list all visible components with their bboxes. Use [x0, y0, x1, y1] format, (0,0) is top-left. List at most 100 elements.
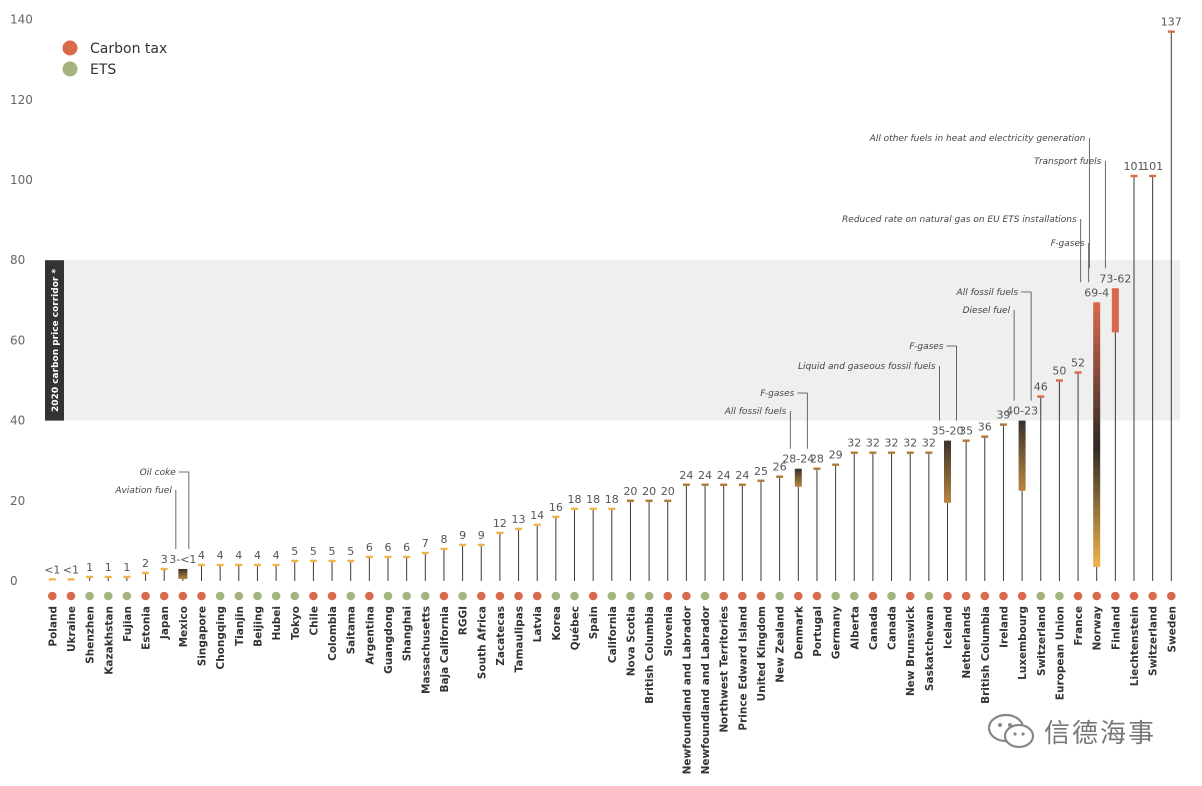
bar-marker-prince-edward-island — [738, 483, 746, 486]
category-label-switzerland: Switzerland — [1148, 606, 1160, 676]
value-label-poland: <1 — [44, 563, 60, 576]
type-dot-ets — [122, 591, 132, 601]
category-label-colombia: Colombia — [327, 606, 339, 661]
category-label-chongqing: Chongqing — [215, 606, 227, 670]
annotation-all-other-fuels-in-heat-and-electricity-generation: All other fuels in heat and electricity … — [869, 134, 1086, 144]
type-dot-carbon-tax — [719, 591, 728, 601]
value-label-united-kingdom: 25 — [754, 465, 768, 478]
type-dot-ets — [831, 591, 840, 601]
value-label-mexico: 3-<1 — [169, 553, 196, 566]
value-label-germany: 29 — [829, 449, 843, 462]
type-dot-carbon-tax — [738, 591, 747, 601]
bar-range-iceland — [944, 440, 951, 503]
type-dot-carbon-tax — [178, 591, 188, 601]
annotation-f-gases: F-gases — [1051, 239, 1085, 249]
bar-marker-saskatchewan — [925, 451, 933, 454]
value-label-switzerland: 46 — [1034, 381, 1048, 394]
type-dot-ets — [700, 591, 710, 601]
category-label-rggi: RGGI — [458, 606, 470, 635]
category-label-shenzhen: Shenzhen — [85, 606, 97, 664]
bar-marker-spain — [589, 507, 597, 511]
value-label-qu-bec: 18 — [568, 493, 582, 506]
category-label-alberta: Alberta — [849, 606, 861, 650]
category-label-prince-edward-island: Prince Edward Island — [737, 606, 749, 731]
value-label-canada: 32 — [866, 437, 880, 450]
type-dot-ets — [346, 591, 356, 601]
type-dot-carbon-tax — [756, 591, 766, 601]
bar-marker-singapore — [198, 563, 205, 567]
bar-range-denmark — [794, 468, 802, 487]
type-dot-ets — [215, 591, 225, 601]
annotation-leader — [1021, 291, 1032, 401]
category-label-netherlands: Netherlands — [961, 606, 973, 679]
annotation-f-gases: F-gases — [760, 389, 794, 399]
category-label-hubei: Hubei — [271, 606, 283, 641]
type-dot-carbon-tax — [476, 591, 486, 601]
value-label-northwest-territories: 24 — [717, 469, 731, 482]
category-label-british-columbia: British Columbia — [980, 606, 992, 704]
bar-marker-ireland — [999, 423, 1007, 426]
bar-marker-latvia — [533, 523, 541, 527]
category-label-sweden: Sweden — [1166, 606, 1178, 653]
annotation-all-fossil-fuels: All fossil fuels — [724, 407, 787, 417]
value-label-korea: 16 — [549, 501, 563, 514]
annotation-reduced-rate-on-natural-gas-on-eu-ets-installations: Reduced rate on natural gas on EU ETS in… — [842, 215, 1077, 225]
type-dot-carbon-tax — [141, 591, 150, 601]
type-dot-carbon-tax — [365, 591, 374, 601]
type-dot-carbon-tax — [1017, 591, 1027, 601]
value-label-tamaulipas: 13 — [512, 513, 526, 526]
bar-marker-baja-california — [440, 547, 448, 551]
category-label-latvia: Latvia — [532, 606, 544, 642]
bar-marker-massachusetts — [421, 551, 429, 555]
type-dot-ets — [1036, 591, 1046, 601]
annotation-leader — [178, 471, 190, 549]
type-dot-ets — [607, 591, 617, 601]
value-label-prince-edward-island: 24 — [735, 469, 749, 482]
category-label-newfoundland-and-labrador: Newfoundland and Labrador — [700, 605, 712, 774]
y-tick-label: 140 — [10, 13, 33, 27]
type-dot-carbon-tax — [1092, 591, 1101, 601]
value-label-japan: 3 — [161, 553, 168, 566]
bar-marker-newfoundland-and-labrador — [682, 483, 690, 486]
value-label-spain: 18 — [586, 493, 600, 506]
bar-marker-shanghai — [403, 555, 411, 559]
category-label-norway: Norway — [1092, 606, 1104, 651]
bar-marker-ukraine — [67, 578, 75, 581]
bar-marker-korea — [552, 515, 560, 519]
bar-marker-new-brunswick — [906, 451, 914, 454]
y-tick-label: 60 — [10, 333, 25, 347]
bar-marker-rggi — [459, 543, 467, 547]
price-corridor-band — [45, 260, 1180, 421]
value-label-portugal: 28 — [810, 453, 824, 466]
value-label-france: 52 — [1071, 356, 1085, 369]
bar-marker-colombia — [328, 559, 336, 563]
value-label-switzerland: 101 — [1142, 160, 1163, 173]
bar-range-finland — [1111, 288, 1119, 333]
bar-marker-qu-bec — [571, 507, 578, 511]
y-tick-label: 120 — [10, 93, 33, 107]
value-label-colombia: 5 — [329, 545, 336, 558]
bar-marker-shenzhen — [86, 575, 94, 579]
category-label-poland: Poland — [47, 606, 59, 647]
bar-marker-tokyo — [291, 559, 299, 563]
type-dot-ets — [644, 591, 654, 601]
bar-marker-chongqing — [216, 563, 224, 567]
type-dot-carbon-tax — [1148, 591, 1157, 601]
category-label-mexico: Mexico — [178, 606, 190, 647]
category-label-singapore: Singapore — [197, 606, 209, 666]
category-label-liechtenstein: Liechtenstein — [1129, 606, 1141, 686]
category-label-ukraine: Ukraine — [66, 606, 78, 652]
bar-marker-canada — [869, 451, 877, 454]
category-label-finland: Finland — [1110, 606, 1122, 650]
watermark: 信德海事 — [986, 712, 1156, 750]
value-label-chongqing: 4 — [217, 549, 224, 562]
bar-marker-nova-scotia — [626, 499, 634, 502]
bar-marker-switzerland — [1149, 174, 1157, 178]
category-label-luxembourg: Luxembourg — [1017, 606, 1029, 680]
type-dot-carbon-tax — [532, 591, 542, 601]
y-tick-label: 100 — [10, 173, 33, 187]
category-label-saitama: Saitama — [346, 606, 358, 654]
type-dot-ets — [458, 591, 467, 601]
type-dot-ets — [570, 591, 579, 601]
type-dot-carbon-tax — [439, 591, 449, 601]
